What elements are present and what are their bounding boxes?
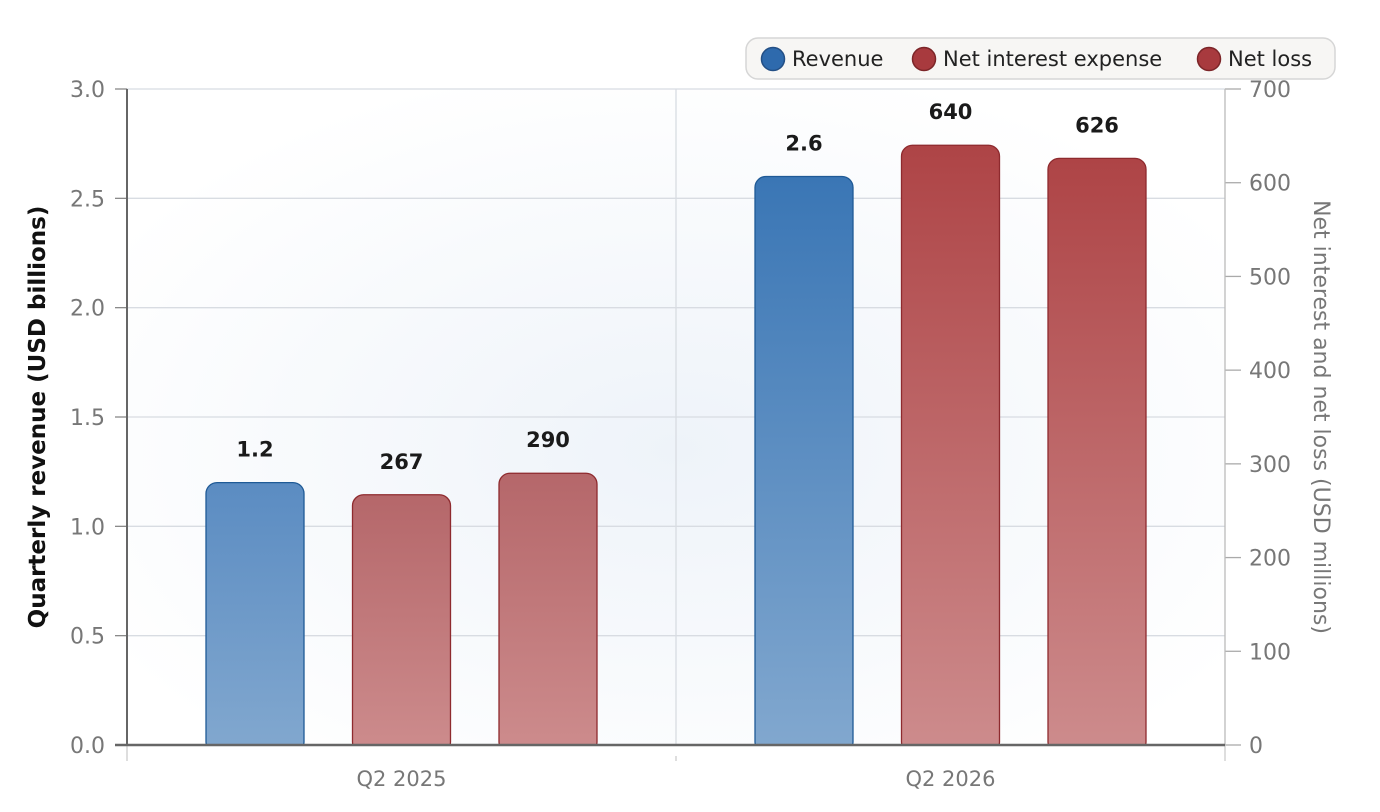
y-right-tick-label: 500: [1249, 265, 1291, 290]
y-left-tick-label: 2.5: [70, 187, 105, 212]
data-label-revenue-q2-2025: 1.2: [236, 438, 273, 462]
x-category-label-q2-2025: Q2 2025: [356, 767, 446, 791]
legend: Revenue Net interest expense Net loss: [745, 37, 1336, 80]
bar-net-interest-expense-q2-2026: [900, 144, 1001, 754]
y-left-tick-label: 2.0: [70, 297, 105, 322]
y-left-tick-label: 0.5: [70, 625, 105, 650]
y-right-tick-label: 300: [1249, 453, 1291, 478]
legend-item-revenue: Revenue: [760, 46, 883, 72]
y-right-tick-label: 400: [1249, 359, 1291, 384]
legend-box: [745, 37, 1336, 80]
legend-label-net-loss: Net loss: [1228, 47, 1312, 71]
data-label-net-loss-q2-2025: 290: [526, 428, 570, 452]
y-right-tick-label: 700: [1249, 78, 1291, 103]
y-right-tick-label: 100: [1249, 640, 1291, 665]
bar-net-interest-expense-q2-2025: [351, 494, 452, 754]
y-left-tick-label: 0.0: [70, 734, 105, 759]
legend-item-net-loss: Net loss: [1196, 46, 1312, 72]
bar-net-loss-q2-2026: [1047, 157, 1147, 754]
data-label-net-interest-expense-q2-2025: 267: [380, 450, 424, 474]
y-left-tick-label: 3.0: [70, 78, 105, 103]
baseline-mask: [128, 746, 1224, 756]
data-label-net-loss-q2-2026: 626: [1075, 113, 1119, 137]
legend-label-revenue: Revenue: [792, 47, 883, 71]
y-left-tick-label: 1.0: [70, 515, 105, 540]
axes: 0.0 0.5 1.0 1.5 2.0 2.5 3.0 0 100 200 300 400 500 600…: [70, 78, 1291, 791]
y-right-tick-label: 600: [1249, 172, 1291, 197]
data-labels: 1.2 267 290 2.6 640 626: [236, 100, 1119, 474]
legend-swatch-net-loss: [1196, 46, 1222, 72]
y-left-tick-label: 1.5: [70, 406, 105, 431]
legend-swatch-net-interest-expense: [911, 46, 937, 72]
bar-net-loss-q2-2025: [498, 472, 598, 754]
y-right-tick-label: 200: [1249, 547, 1291, 572]
bars: [115, 144, 1225, 756]
y-axis-right-label: Net interest and net loss (USD millions): [1308, 200, 1333, 634]
legend-item-net-interest-expense: Net interest expense: [911, 46, 1162, 72]
legend-label-net-interest-expense: Net interest expense: [943, 47, 1162, 71]
x-category-label-q2-2026: Q2 2026: [905, 767, 995, 791]
y-axis-left-label: Quarterly revenue (USD billions): [25, 206, 51, 629]
data-label-revenue-q2-2026: 2.6: [785, 131, 822, 155]
y-right-tick-label: 0: [1249, 734, 1263, 759]
data-label-net-interest-expense-q2-2026: 640: [929, 100, 973, 124]
gridlines: [127, 88, 1225, 745]
bar-revenue-q2-2026: [754, 175, 854, 754]
bar-revenue-q2-2025: [205, 481, 305, 754]
legend-swatch-revenue: [760, 46, 786, 72]
